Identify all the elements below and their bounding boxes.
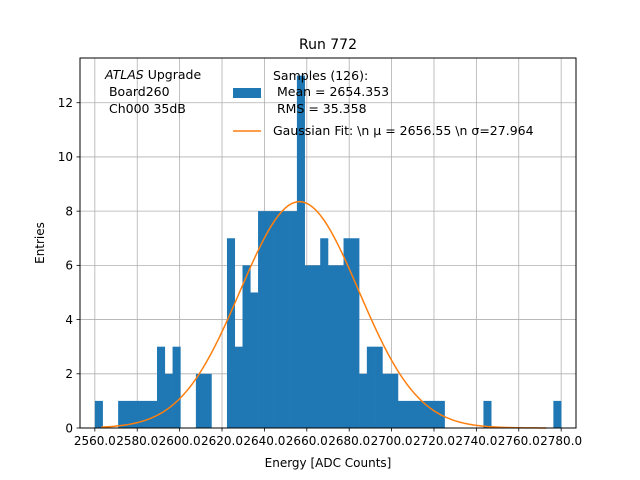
histogram-bar xyxy=(226,238,236,428)
legend-hist-swatch xyxy=(233,88,261,98)
x-tick-label: 2620.0 xyxy=(201,434,243,448)
histogram-bar xyxy=(265,211,274,428)
legend-hist-label-line-1: Samples (126): xyxy=(273,68,368,83)
chart-title: Run 772 xyxy=(299,37,357,53)
legend: Samples (126): Mean = 2654.353 RMS = 35.… xyxy=(233,68,534,138)
histogram-bar xyxy=(421,400,430,428)
x-tick-label: 2580.0 xyxy=(116,434,158,448)
x-tick-label: 2640.0 xyxy=(243,434,285,448)
histogram-bar xyxy=(242,265,251,428)
histogram-bar xyxy=(234,346,243,428)
histogram-bar xyxy=(149,400,158,428)
annotation-line-3: Ch000 35dB xyxy=(105,101,186,116)
histogram-bar xyxy=(258,211,267,428)
run-annotation: ATLAS Upgrade Board260 Ch000 35dB xyxy=(104,67,201,116)
y-axis-title: Entries xyxy=(33,222,47,264)
histogram-bar xyxy=(250,292,259,428)
histogram-bar xyxy=(296,75,305,429)
histogram-bar xyxy=(429,400,438,428)
histogram-bar xyxy=(273,211,282,428)
annotation-upgrade: Upgrade xyxy=(144,67,202,82)
legend-fit-label: Gaussian Fit: \n μ = 2656.55 \n σ=27.964 xyxy=(273,123,534,138)
x-tick-label: 2780.0 xyxy=(540,434,582,448)
histogram-bar xyxy=(374,346,383,428)
histogram-bar xyxy=(483,400,492,428)
y-tick-label: 6 xyxy=(65,259,73,273)
annotation-atlas: ATLAS xyxy=(104,67,144,82)
histogram-bar xyxy=(94,400,103,428)
histogram-bar xyxy=(343,238,352,428)
x-tick-label: 2720.0 xyxy=(413,434,455,448)
histogram-bar xyxy=(141,400,150,428)
histogram-bar xyxy=(203,373,212,428)
histogram-bar xyxy=(328,265,337,428)
histogram-bar xyxy=(125,400,134,428)
y-tick-label: 8 xyxy=(65,204,73,218)
y-tick-label: 12 xyxy=(58,96,73,110)
histogram-bar xyxy=(157,346,166,428)
histogram-bar xyxy=(304,265,313,428)
x-tick-label: 2700.0 xyxy=(371,434,413,448)
y-tick-label: 4 xyxy=(65,313,73,327)
plot-frame xyxy=(79,57,577,429)
y-tick-label: 2 xyxy=(65,367,73,381)
histogram-bar xyxy=(312,265,321,428)
histogram-bar xyxy=(133,400,142,428)
histogram-bar xyxy=(553,400,562,428)
histogram-bar xyxy=(164,373,173,428)
annotation-line-2: Board260 xyxy=(105,84,170,99)
x-tick-label: 2740.0 xyxy=(455,434,497,448)
y-axis-ticks: 0 2 4 6 8 10 12 xyxy=(58,96,80,435)
histogram-bar xyxy=(366,346,375,428)
histogram-bar xyxy=(382,373,391,428)
histogram-bar xyxy=(335,265,344,428)
y-tick-label: 0 xyxy=(65,421,73,435)
x-axis-title: Energy [ADC Counts] xyxy=(265,456,392,470)
x-tick-label: 2560.0 xyxy=(74,434,116,448)
legend-hist-label-line-2: Mean = 2654.353 xyxy=(273,84,389,99)
histogram-bar xyxy=(390,373,399,428)
histogram-bar xyxy=(405,400,414,428)
histogram-bar xyxy=(320,238,329,428)
histogram-bar xyxy=(281,211,290,428)
x-tick-label: 2760.0 xyxy=(498,434,540,448)
histogram-bar xyxy=(413,400,422,428)
histogram-bar xyxy=(359,373,368,428)
x-axis-ticks: 2560.0 2580.0 2600.0 2620.0 2640.0 2660.0 2680… xyxy=(74,428,582,448)
histogram-bar xyxy=(289,211,298,428)
histogram-bar xyxy=(351,238,360,428)
annotation-line-1: ATLAS Upgrade xyxy=(104,67,201,82)
histogram-bar xyxy=(397,400,407,428)
x-tick-label: 2600.0 xyxy=(159,434,201,448)
gaussian-fit-curve xyxy=(101,200,547,429)
histogram-bars xyxy=(94,75,562,429)
x-tick-label: 2660.0 xyxy=(286,434,328,448)
legend-hist-label-line-3: RMS = 35.358 xyxy=(273,101,367,116)
histogram-bar xyxy=(195,373,204,428)
x-tick-label: 2680.0 xyxy=(328,434,370,448)
histogram-bar xyxy=(118,400,127,428)
histogram-bar xyxy=(172,346,181,428)
y-tick-label: 10 xyxy=(58,150,73,164)
